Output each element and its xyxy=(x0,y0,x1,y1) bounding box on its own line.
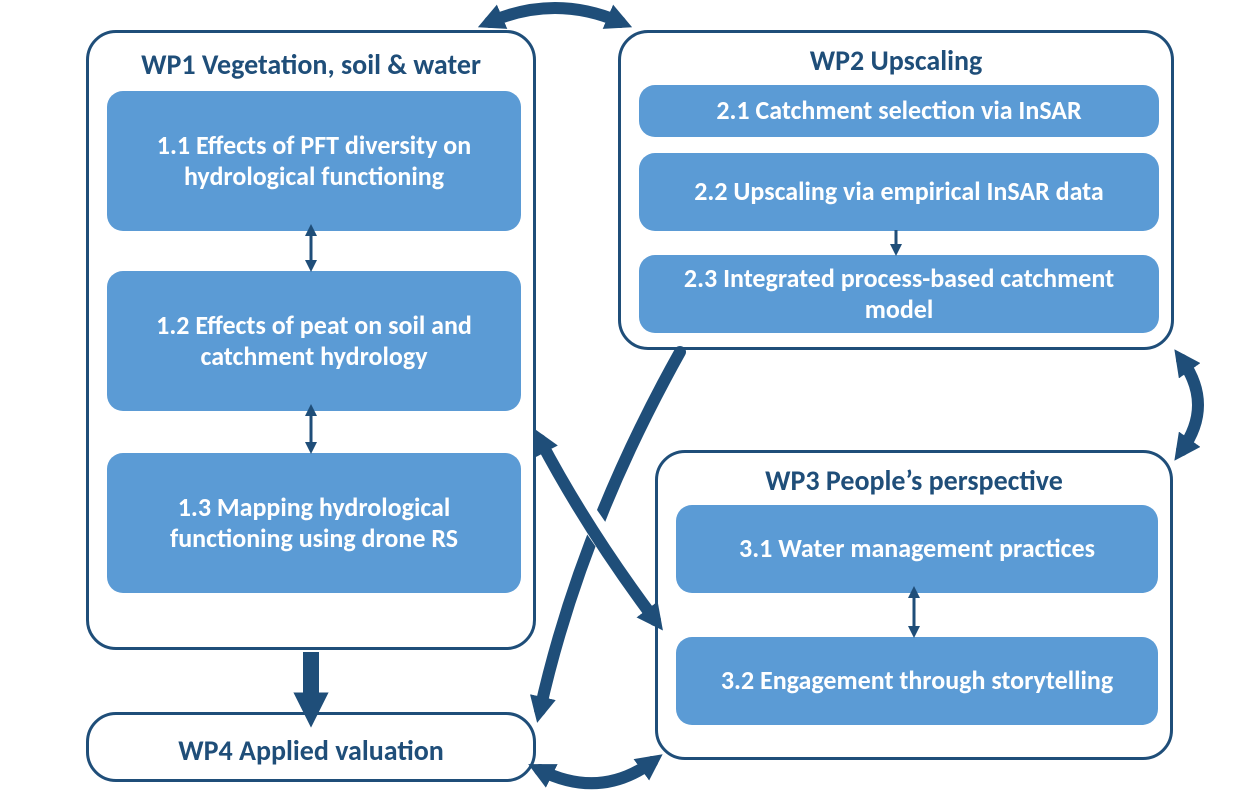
wp2-sub-2.2: 2.2 Upscaling via empirical InSAR data xyxy=(639,153,1159,231)
wp1-sub-1.1: 1.1 Effects of PFT diversity on hydrolog… xyxy=(107,91,521,231)
wp3-sub-3.2: 3.2 Engagement through storytelling xyxy=(676,637,1158,725)
arrow-wp1-wp3 xyxy=(540,440,655,620)
wp3-box: WP3 People’s perspective 3.1 Water manage… xyxy=(655,450,1173,760)
arrow-bridge xyxy=(580,504,616,556)
wp1-sub-1.3: 1.3 Mapping hydrological functioning usi… xyxy=(107,453,521,593)
wp3-title: WP3 People’s perspective xyxy=(658,463,1170,498)
wp2-sub-2.3: 2.3 Integrated process-based catchment m… xyxy=(639,255,1159,333)
arrow-wp2-wp3 xyxy=(1182,360,1198,450)
wp2-box: WP2 Upscaling 2.1 Catchment selection via… xyxy=(618,30,1174,350)
diagram-canvas: WP1 Vegetation, soil & water 1.1 Effects … xyxy=(0,0,1243,807)
arrow-wp1-wp2 xyxy=(490,8,620,22)
wp1-box: WP1 Vegetation, soil & water 1.1 Effects … xyxy=(86,30,536,650)
wp1-title: WP1 Vegetation, soil & water xyxy=(89,47,533,82)
wp2-sub-2.1: 2.1 Catchment selection via InSAR xyxy=(639,85,1159,137)
arrow-wp4-wp3 xyxy=(540,762,652,783)
wp4-title: WP4 Applied valuation xyxy=(89,733,533,768)
wp1-sub-1.2: 1.2 Effects of peat on soil and catchmen… xyxy=(107,271,521,411)
wp4-box: WP4 Applied valuation xyxy=(86,712,536,782)
wp2-title: WP2 Upscaling xyxy=(621,43,1171,78)
wp3-sub-3.1: 3.1 Water management practices xyxy=(676,505,1158,593)
